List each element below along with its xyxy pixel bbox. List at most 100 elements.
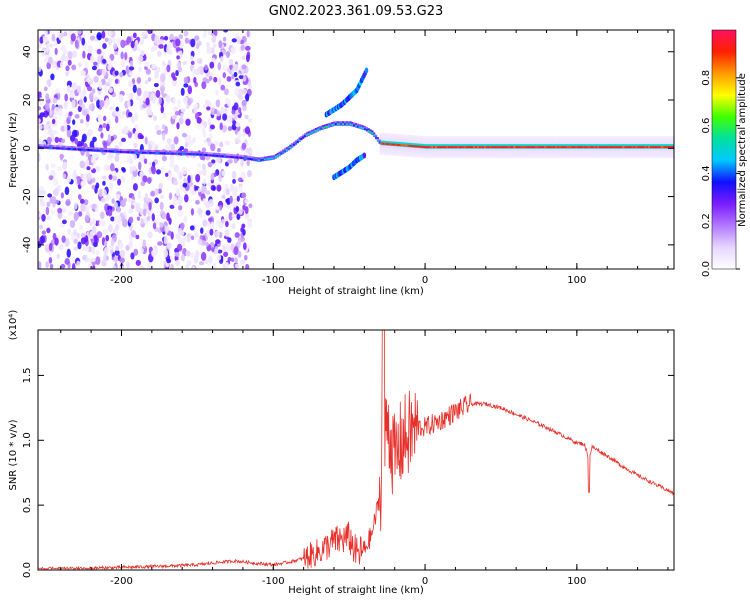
spectrogram-noise-cell	[187, 175, 191, 184]
spectrogram-signal-cell	[236, 156, 239, 159]
spectrogram-halo-cell	[413, 140, 417, 143]
spectrogram-halo-cell	[525, 141, 528, 144]
spectrogram-noise-cell	[196, 117, 202, 124]
spectrogram-halo-cell	[609, 141, 612, 144]
spectrogram-halo-cell	[563, 153, 567, 156]
spectrogram-halo-cell	[438, 153, 442, 156]
spectrogram-halo-cell	[618, 155, 621, 159]
spectrogram-noise-cell	[66, 85, 71, 93]
spectrogram-noise-cell	[80, 119, 84, 124]
spectrogram-noise-cell	[241, 142, 247, 150]
spectrogram-halo-cell	[479, 150, 483, 154]
spectrogram-halo-cell	[395, 136, 398, 139]
spectrogram-halo-cell	[459, 136, 462, 139]
spectrogram-halo-cell	[552, 155, 555, 159]
spectrogram-halo-cell	[541, 150, 544, 154]
spectrogram-signal-cell	[311, 131, 314, 134]
spectrogram-halo-cell	[664, 138, 667, 142]
spectrogram-noise-cell	[180, 87, 185, 96]
spectrogram-noise-cell	[155, 89, 161, 98]
spectrogram-noise-cell	[222, 36, 227, 42]
spectrogram-halo-cell	[404, 146, 407, 150]
spectrogram-noise-cell	[192, 137, 196, 143]
spectrogram-halo-cell	[415, 149, 419, 153]
spectrogram-noise-cell	[185, 264, 190, 269]
spectrogram-noise-cell	[172, 180, 179, 186]
spectrogram-halo-cell	[623, 155, 626, 159]
spectrogram-halo-cell	[472, 150, 476, 154]
snr-frame	[37, 329, 675, 571]
spectrogram-halo-cell	[557, 136, 560, 139]
spectrogram-signal-cell	[495, 146, 498, 149]
spectrogram-halo-cell	[641, 138, 644, 142]
spectrogram-halo-cell	[447, 136, 451, 139]
spectrogram-signal-cell	[611, 146, 614, 149]
spectrogram-x-tick-label: -100	[262, 275, 285, 286]
spectrogram-halo-cell	[395, 138, 398, 142]
spectrogram-noise-cell	[108, 58, 112, 67]
spectrogram-halo-cell	[384, 149, 387, 153]
spectrogram-halo-cell	[518, 155, 521, 159]
spectrogram-signal-cell	[109, 150, 112, 153]
spectrogram-halo-cell	[625, 136, 628, 139]
spectrogram-noise-cell	[244, 206, 249, 215]
spectrogram-signal-cell	[639, 146, 642, 149]
spectrogram-signal-cell	[427, 146, 430, 149]
spectrogram-halo-cell	[554, 138, 558, 142]
spectrogram-noise-cell	[54, 47, 58, 56]
spectrogram-noise-cell	[102, 58, 107, 64]
spectrogram-halo-cell	[484, 148, 487, 151]
spectrogram-halo-cell	[379, 137, 382, 141]
spectrogram-halo-cell	[632, 155, 635, 159]
spectrogram-signal-cell	[180, 152, 183, 155]
spectrogram-halo-cell	[397, 148, 401, 152]
spectrogram-noise-cell	[175, 259, 180, 266]
spectrogram-halo-cell	[552, 138, 555, 142]
spectrogram-noise-cell	[44, 57, 49, 64]
spectrogram-signal-cell	[580, 146, 584, 149]
spectrogram-halo-cell	[582, 153, 585, 156]
spectrogram-noise-cell	[235, 122, 241, 128]
spectrogram-noise-cell	[115, 223, 120, 231]
spectrogram-noise-cell	[90, 257, 96, 263]
spectrogram-signal-cell	[192, 153, 196, 156]
spectrogram-halo-cell	[500, 136, 503, 139]
spectrogram-signal-cell	[260, 159, 263, 162]
spectrogram-halo-cell	[390, 145, 394, 149]
spectrogram-noise-cell	[142, 208, 147, 217]
spectrogram-halo-cell	[456, 153, 460, 156]
spectrogram-halo-cell	[641, 150, 644, 154]
spectrogram-halo-cell	[620, 155, 624, 159]
spectrogram-signal-cell	[549, 146, 553, 149]
spectrogram-noise-cell	[210, 124, 215, 130]
spectrogram-halo-cell	[609, 153, 612, 156]
spectrogram-halo-cell	[588, 148, 592, 151]
spectrogram-halo-cell	[397, 146, 401, 149]
spectrogram-halo-cell	[648, 141, 651, 144]
spectrogram-halo-cell	[388, 138, 392, 141]
snr-y-tick-label: 0.5	[22, 497, 33, 513]
spectrogram-halo-cell	[466, 136, 469, 139]
spectrogram-halo-cell	[495, 148, 499, 151]
spectrogram-halo-cell	[520, 148, 524, 151]
spectrogram-noise-cell	[204, 99, 211, 105]
spectrogram-halo-cell	[381, 149, 385, 153]
spectrogram-noise-cell	[206, 106, 211, 111]
snr-y-multiplier: (x10⁴)	[8, 310, 19, 341]
spectrogram-noise-cell	[160, 87, 165, 96]
spectrogram-noise-cell	[173, 136, 179, 145]
spectrogram-halo-cell	[507, 136, 510, 139]
spectrogram-noise-cell	[164, 144, 171, 151]
spectrogram-halo-cell	[618, 136, 621, 139]
spectrogram-signal-cell	[147, 151, 150, 154]
spectrogram-noise-cell	[97, 127, 103, 132]
spectrogram-halo-cell	[591, 141, 594, 144]
spectrogram-halo-cell	[477, 136, 480, 139]
spectrogram-halo-cell	[657, 138, 660, 142]
spectrogram-halo-cell	[504, 148, 508, 151]
spectrogram-noise-cell	[231, 109, 236, 115]
spectrogram-halo-cell	[415, 152, 419, 155]
spectrogram-halo-cell	[591, 148, 594, 151]
spectrogram-halo-cell	[659, 138, 662, 142]
spectrogram-halo-cell	[568, 148, 571, 151]
